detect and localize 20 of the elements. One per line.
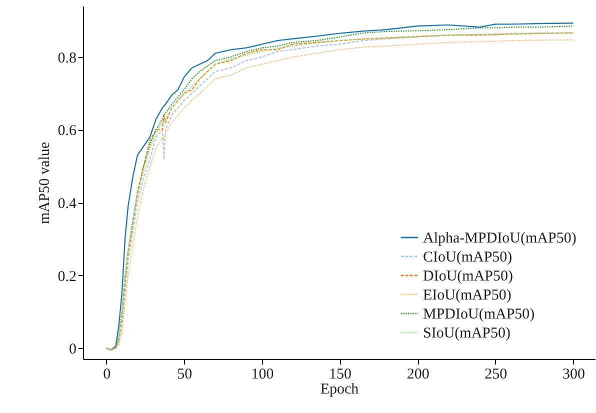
y-tick-label: 0.8 (58, 50, 76, 66)
y-tick-label: 0.4 (58, 196, 77, 212)
legend-label: DIoU(mAP50) (423, 268, 513, 284)
x-tick-label: 300 (562, 366, 585, 382)
legend-label: SIoU(mAP50) (423, 326, 511, 342)
x-tick-label: 0 (103, 366, 111, 382)
legend-label: Alpha-MPDIoU(mAP50) (423, 230, 576, 246)
x-tick-label: 150 (329, 366, 352, 382)
x-tick-label: 50 (177, 366, 192, 382)
x-tick-label: 250 (484, 366, 508, 382)
y-axis-title: mAP50 value (36, 142, 53, 224)
legend-label: EIoU(mAP50) (423, 288, 512, 304)
legend-label: MPDIoU(mAP50) (423, 306, 535, 322)
x-tick-label: 200 (406, 366, 430, 382)
y-tick-label: 0.6 (58, 123, 77, 140)
x-axis-title: Epoch (320, 382, 360, 398)
legend-label: CIoU(mAP50) (423, 250, 512, 266)
y-tick-label: 0.2 (58, 268, 76, 285)
x-tick-label: 100 (251, 366, 274, 382)
y-tick-label: 0 (69, 342, 76, 358)
